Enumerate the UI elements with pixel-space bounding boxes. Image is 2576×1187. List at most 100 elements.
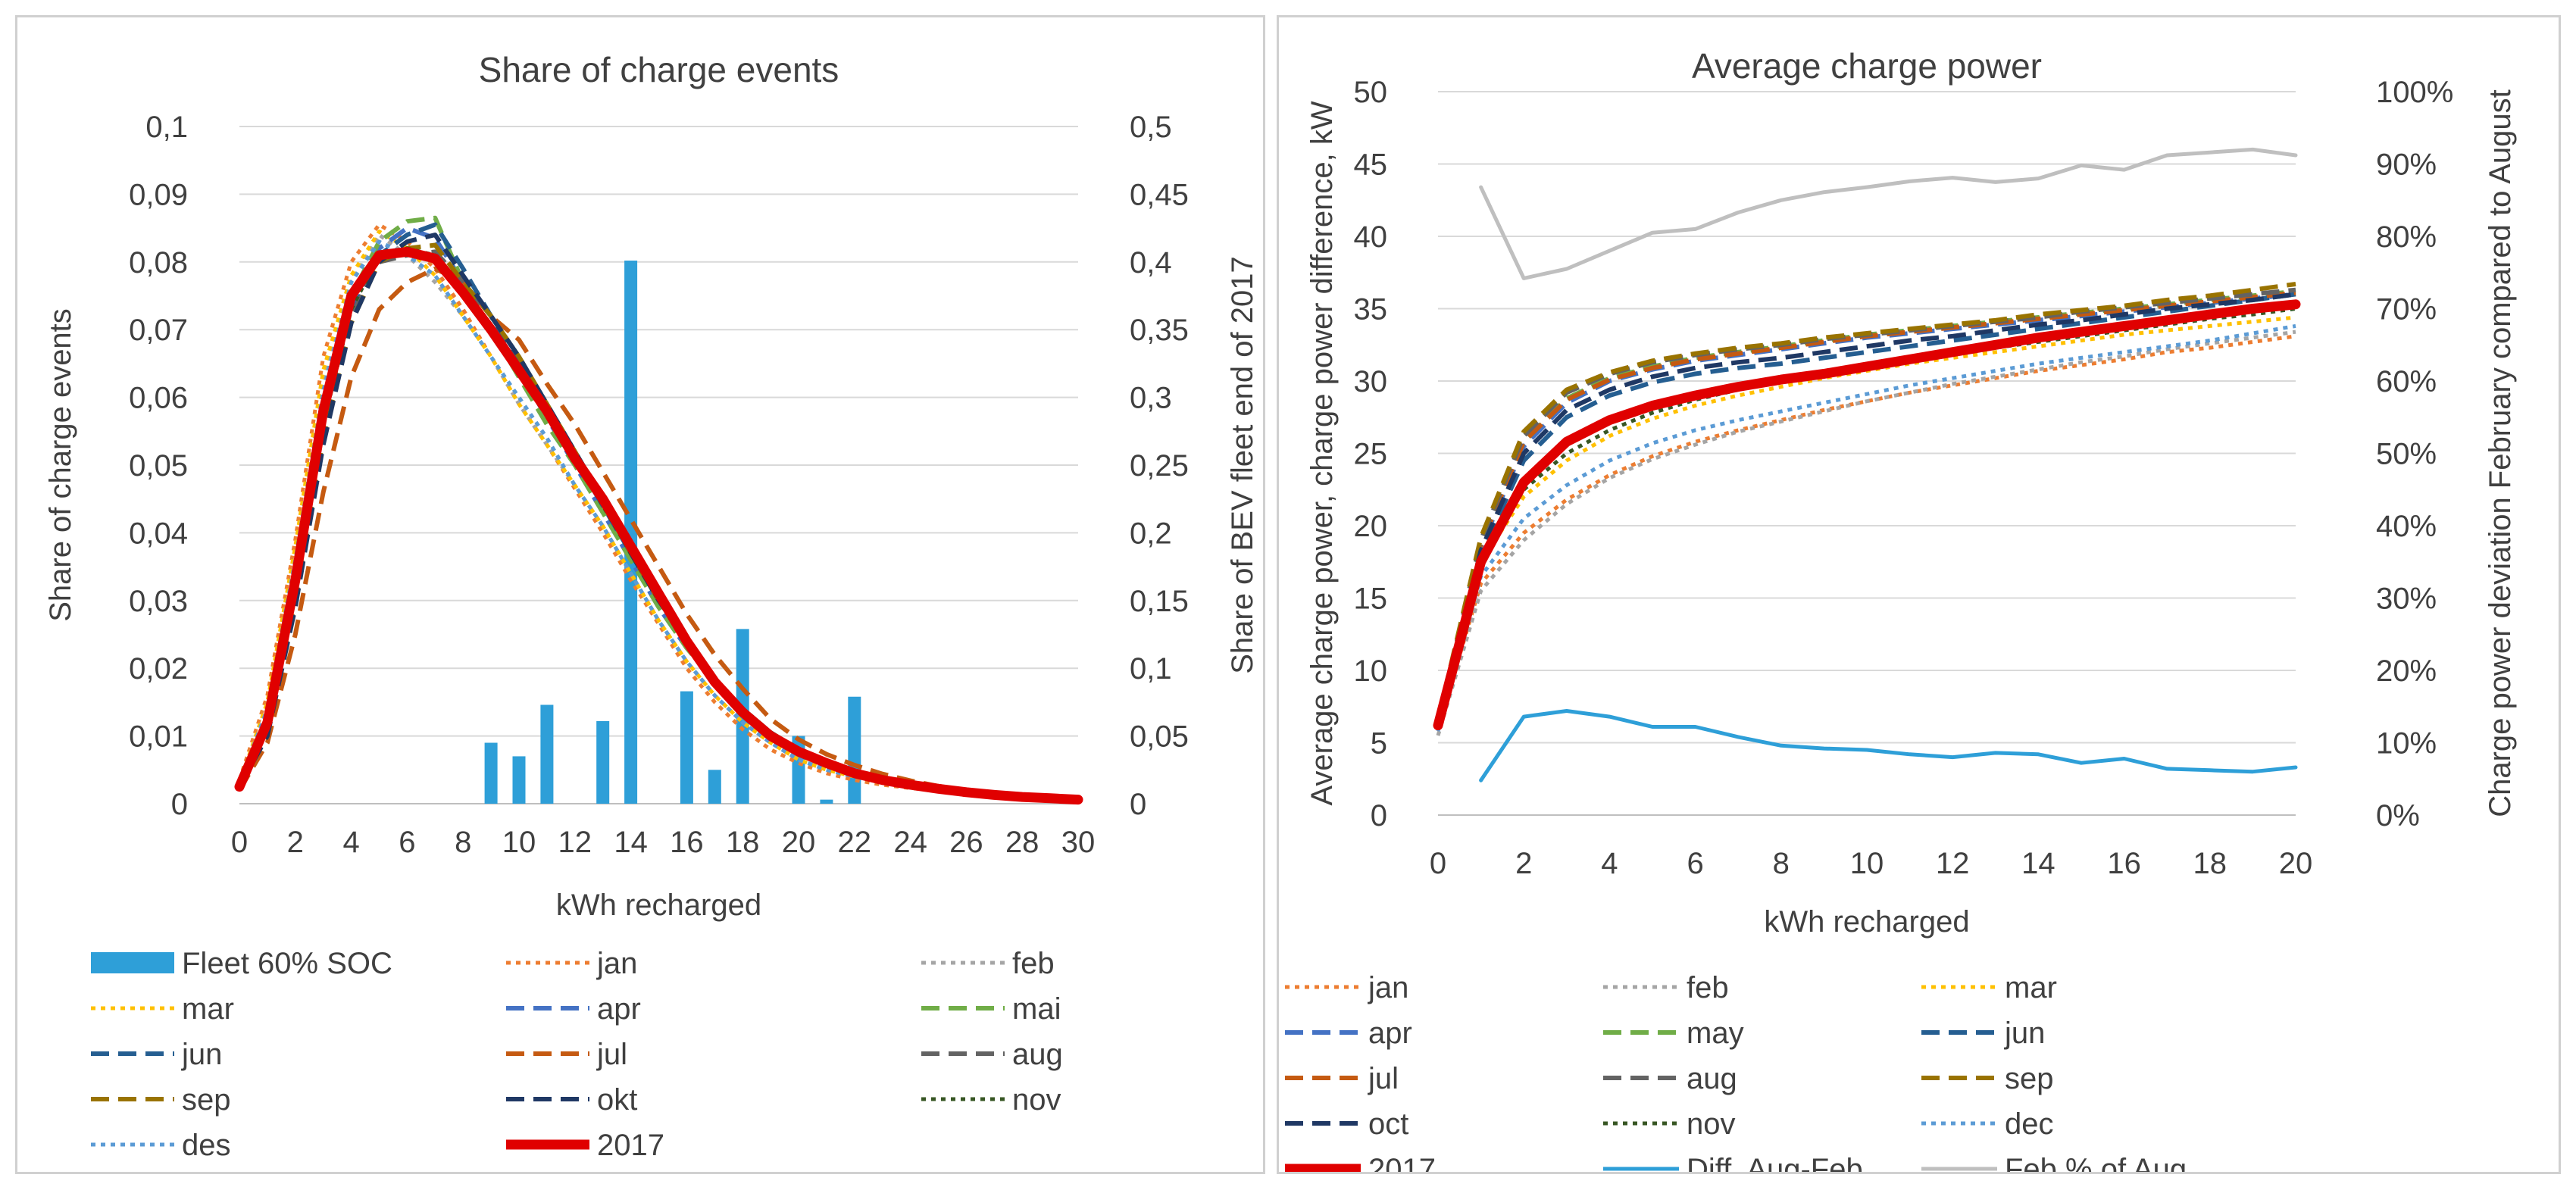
series-line-aug <box>237 249 1079 802</box>
bar-fleet-60-soc <box>540 704 554 804</box>
series-line-mar <box>1436 315 2296 729</box>
y-tick-label: 0,08 <box>129 246 188 280</box>
series-line-feb-of-aug <box>1479 147 2298 280</box>
y2-tick-label: 0,45 <box>1130 178 1189 211</box>
legend-label-jul: jul <box>1368 1062 1399 1095</box>
legend-label-nov: nov <box>1687 1107 1736 1141</box>
y-tick-label: 0,04 <box>129 517 188 550</box>
legend-label-mar: mar <box>182 992 234 1026</box>
series-line-oct <box>1436 292 2296 725</box>
y-tick-label: 0,1 <box>145 111 188 144</box>
legend-label-dec: dec <box>2005 1107 2054 1141</box>
bar-fleet-60-soc <box>484 742 498 804</box>
legend-label-des: des <box>182 1129 231 1162</box>
legend-label-jan: jan <box>596 947 637 980</box>
y-tick-label: 40 <box>1354 220 1388 254</box>
legend-label-jan: jan <box>1368 971 1408 1004</box>
y2-tick-label: 80% <box>2376 220 2437 254</box>
y2-tick-label: 0,25 <box>1130 449 1189 483</box>
series-line-dec <box>1436 323 2296 732</box>
legend-label-nov: nov <box>1012 1083 1061 1117</box>
y2-axis-label: Share of BEV fleet end of 2017 <box>1226 256 1259 674</box>
y-axis-label: Average charge power, charge power diffe… <box>1305 101 1339 805</box>
y2-tick-label: 30% <box>2376 583 2437 616</box>
legend-label-sep: sep <box>182 1083 231 1117</box>
series-line-jun <box>237 222 1079 802</box>
x-tick-label: 14 <box>2021 847 2055 880</box>
legend-label-feb-of-aug: Feb % of Aug <box>2005 1153 2187 1172</box>
y-tick-label: 25 <box>1354 438 1388 471</box>
y-tick-label: 0,02 <box>129 652 188 686</box>
legend-label-feb: feb <box>1687 971 1729 1004</box>
x-tick-label: 0 <box>1430 847 1446 880</box>
y2-tick-label: 0,15 <box>1130 585 1189 618</box>
series-line-diff-aug-feb <box>1479 709 2298 782</box>
x-tick-label: 20 <box>2279 847 2313 880</box>
x-tick-label: 6 <box>399 826 415 859</box>
x-tick-label: 4 <box>342 826 359 859</box>
y2-tick-label: 0,3 <box>1130 382 1172 415</box>
y2-tick-label: 0,2 <box>1130 517 1172 550</box>
legend-label-mai: mai <box>1012 992 1061 1026</box>
x-axis-label: kWh recharged <box>556 889 761 922</box>
series-line-jun <box>1436 292 2296 725</box>
x-tick-label: 28 <box>1005 826 1039 859</box>
legend-label-feb: feb <box>1012 947 1055 980</box>
series-line-apr <box>237 226 1079 802</box>
y2-tick-label: 60% <box>2376 365 2437 398</box>
y2-tick-label: 10% <box>2376 727 2437 761</box>
chart-title: Average charge power <box>1692 46 2042 86</box>
y-tick-label: 0,05 <box>129 449 188 483</box>
series-line-jan <box>237 223 1079 802</box>
legend-label-aug: aug <box>1687 1062 1737 1095</box>
x-tick-label: 12 <box>558 826 592 859</box>
series-line-jan <box>1436 334 2296 729</box>
legend-label-may: may <box>1687 1017 1744 1050</box>
y2-tick-label: 0 <box>1130 788 1146 821</box>
legend-swatch-fleet-60-soc <box>91 952 174 973</box>
series-line-feb <box>1436 330 2296 736</box>
bar-fleet-60-soc <box>680 691 693 804</box>
y2-tick-label: 0,1 <box>1130 652 1172 686</box>
series-line-nov <box>237 246 1079 802</box>
series-line-2017 <box>1433 299 2301 731</box>
legend-label-sep: sep <box>2005 1062 2054 1095</box>
chart-panel-average-charge-power: Average charge power 0 5 10 15 20 25 30 35 40 45 50… <box>1277 15 2561 1174</box>
y-tick-label: 15 <box>1354 583 1388 616</box>
series-line-sep <box>237 242 1079 802</box>
series-line-may <box>1436 289 2296 722</box>
series-line-2017 <box>234 246 1083 805</box>
x-tick-label: 16 <box>2107 847 2141 880</box>
legend-label-mar: mar <box>2005 971 2057 1004</box>
y-tick-label: 30 <box>1354 365 1388 398</box>
legend-label-2017: 2017 <box>597 1129 664 1162</box>
y-tick-label: 0 <box>171 788 188 821</box>
y2-tick-label: 90% <box>2376 148 2437 182</box>
y-tick-label: 0,06 <box>129 382 188 415</box>
series-line-jul <box>1436 290 2296 722</box>
bar-fleet-60-soc <box>512 756 526 804</box>
series-line-mar <box>237 230 1079 802</box>
legend-label-2017: 2017 <box>1368 1153 1436 1172</box>
x-tick-label: 4 <box>1601 847 1618 880</box>
y-tick-label: 20 <box>1354 510 1388 543</box>
y2-tick-label: 0,05 <box>1130 720 1189 754</box>
y-tick-label: 35 <box>1354 293 1388 326</box>
legend-label-apr: apr <box>1368 1017 1412 1050</box>
y-tick-label: 0,01 <box>129 720 188 754</box>
bar-fleet-60-soc <box>624 261 638 804</box>
x-tick-label: 16 <box>670 826 704 859</box>
y-tick-label: 0,07 <box>129 314 188 347</box>
y2-tick-label: 50% <box>2376 438 2437 471</box>
y2-tick-label: 40% <box>2376 510 2437 543</box>
x-tick-label: 18 <box>2193 847 2227 880</box>
x-tick-label: 8 <box>455 826 471 859</box>
legend-label-aug: aug <box>1012 1038 1063 1071</box>
legend-label-jun: jun <box>181 1038 222 1071</box>
x-tick-label: 22 <box>838 826 872 859</box>
legend-label-diff-aug-feb: Diff. Aug-Feb <box>1687 1153 1863 1172</box>
y2-tick-label: 100% <box>2376 76 2453 109</box>
y2-tick-label: 20% <box>2376 654 2437 688</box>
y2-tick-label: 70% <box>2376 293 2437 326</box>
x-tick-label: 30 <box>1061 826 1096 859</box>
